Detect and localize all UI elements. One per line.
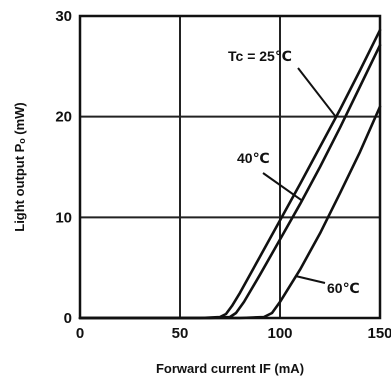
y-tick-label: 0 xyxy=(64,310,72,327)
y-tick-labels: 0 10 20 30 xyxy=(55,8,72,327)
y-tick-label: 30 xyxy=(55,8,72,25)
annotation-label-1: 40℃ xyxy=(237,150,270,166)
series-curves xyxy=(78,28,382,320)
annotation-leader-2 xyxy=(295,275,326,284)
x-tick-label: 150 xyxy=(367,325,391,342)
x-axis-title: Forward current IF (mA) xyxy=(156,361,304,376)
x-tick-label: 100 xyxy=(267,325,292,342)
x-tick-label: 50 xyxy=(172,325,189,342)
y-tick-label: 10 xyxy=(55,209,72,226)
plot-frame xyxy=(78,14,382,320)
annotation-label-2: 60℃ xyxy=(327,280,360,296)
series-line-0 xyxy=(78,28,382,320)
annotation-label-0: Tc = 25℃ xyxy=(228,48,292,64)
series-line-1 xyxy=(78,43,382,320)
annotation-leader-1 xyxy=(262,172,303,202)
y-axis-title: Light output Pₒ (mW) xyxy=(12,102,27,232)
x-tick-labels: 0 50 100 150 xyxy=(76,325,391,342)
x-tick-label: 0 xyxy=(76,325,84,342)
series-annotations: Tc = 25℃ 40℃ 60℃ xyxy=(228,48,360,296)
grid-lines xyxy=(80,16,380,318)
annotation-leader-0 xyxy=(297,67,337,118)
y-tick-label: 20 xyxy=(55,109,72,126)
